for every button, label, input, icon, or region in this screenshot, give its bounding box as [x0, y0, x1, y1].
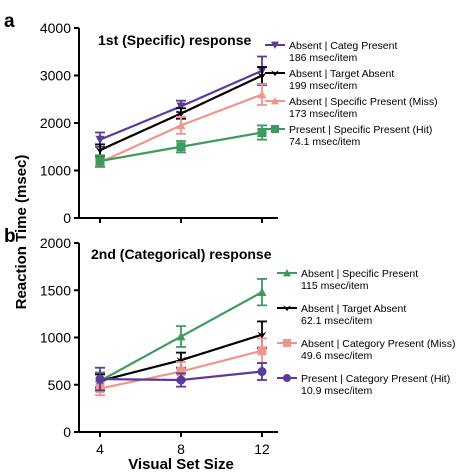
- legend-marker: [283, 374, 291, 382]
- panel-b: b 2nd (Categorical) response 0 500 1000 1500 2…: [4, 226, 455, 457]
- data-point: [257, 72, 267, 80]
- y-tick-label: 4000: [40, 20, 71, 36]
- data-point: [95, 374, 105, 384]
- series-3: [95, 83, 267, 169]
- legend-entry-4: Present | Specific Present (Hit)74.1 mse…: [265, 124, 432, 148]
- legend-slope: 49.6 msec/item: [301, 350, 372, 362]
- data-point: [257, 90, 267, 99]
- data-point: [176, 142, 186, 152]
- data-point: [257, 128, 267, 137]
- panels: a 1st (Specific) response 0 1000 2000 3000 400…: [4, 11, 455, 457]
- data-point: [257, 331, 267, 339]
- y-tick-label: 1500: [40, 282, 71, 298]
- legend-label: Absent | Specific Present (Miss): [289, 96, 438, 108]
- panel-letter: b: [4, 226, 16, 247]
- data-point: [257, 287, 267, 296]
- data-point: [176, 357, 186, 364]
- legend-slope: 173 msec/item: [289, 108, 358, 120]
- legend-marker: [271, 97, 279, 105]
- legend-slope: 74.1 msec/item: [289, 136, 360, 148]
- panel-a: a 1st (Specific) response 0 1000 2000 3000 400…: [4, 11, 438, 226]
- legend-label: Present | Category Present (Hit): [301, 373, 450, 385]
- legend-marker: [283, 339, 291, 347]
- panel-letter: a: [4, 11, 15, 32]
- data-point: [95, 146, 105, 154]
- legend-label: Absent | Category Present (Miss): [301, 338, 455, 350]
- data-point: [176, 120, 186, 130]
- legend-entry-4: Present | Category Present (Hit)10.9 mse…: [277, 373, 450, 397]
- data-point: [176, 332, 186, 341]
- x-tick-label: 12: [254, 441, 270, 457]
- data-point: [257, 367, 267, 377]
- x-tick-label: 4: [96, 441, 104, 457]
- legend-slope: 62.1 msec/item: [301, 315, 372, 327]
- legend-label: Absent | Categ Present: [289, 40, 397, 52]
- y-tick-label: 3000: [40, 68, 71, 84]
- legend-label: Absent | Target Absent: [301, 303, 406, 315]
- legend-slope: 199 msec/item: [289, 80, 358, 92]
- y-tick-label: 500: [48, 377, 72, 393]
- data-point: [257, 346, 267, 356]
- y-tick-label: 0: [63, 210, 71, 226]
- y-tick-label: 1000: [40, 163, 71, 179]
- series-4: [95, 362, 267, 392]
- legend-label: Present | Specific Present (Hit): [289, 124, 432, 136]
- legend-marker: [283, 305, 291, 312]
- x-axis-title: Visual Set Size: [128, 456, 234, 473]
- legend-entry-3: Absent | Category Present (Miss)49.6 mse…: [277, 338, 455, 362]
- y-tick-label: 1000: [40, 330, 71, 346]
- panel-title: 2nd (Categorical) response: [91, 246, 272, 262]
- legend-marker: [271, 125, 279, 133]
- panel-title: 1st (Specific) response: [98, 32, 251, 48]
- series-4: [95, 124, 267, 168]
- y-tick-label: 2000: [40, 115, 71, 131]
- data-point: [176, 367, 186, 377]
- legend-marker: [271, 41, 279, 49]
- legend-label: Absent | Target Absent: [289, 68, 394, 80]
- legend-slope: 115 msec/item: [301, 280, 369, 292]
- data-point: [95, 156, 105, 166]
- legend-slope: 186 msec/item: [289, 52, 358, 64]
- series-1: [95, 278, 267, 391]
- legend-marker: [283, 269, 291, 277]
- y-tick-label: 0: [63, 424, 71, 440]
- data-point: [176, 375, 186, 385]
- data-point: [95, 135, 105, 145]
- legend-label: Absent | Specific Present: [301, 268, 418, 280]
- legend-slope: 10.9 msec/item: [301, 385, 372, 397]
- y-axis-title: Reaction Time (msec): [13, 155, 30, 310]
- legend-marker: [271, 70, 279, 77]
- y-tick-label: 2000: [40, 235, 71, 251]
- x-tick-label: 8: [177, 441, 185, 457]
- data-point: [176, 102, 186, 111]
- legend-entry-3: Absent | Specific Present (Miss)173 msec…: [265, 96, 438, 120]
- data-point: [176, 110, 186, 118]
